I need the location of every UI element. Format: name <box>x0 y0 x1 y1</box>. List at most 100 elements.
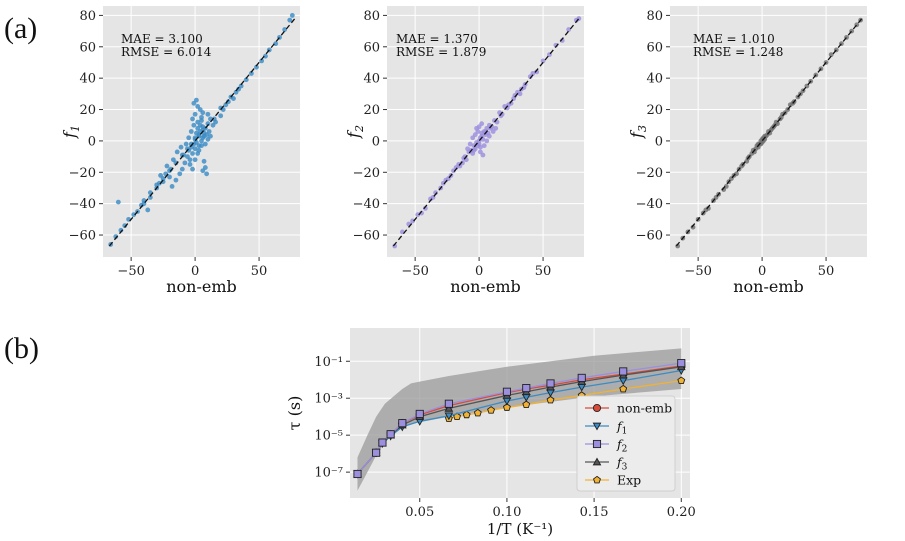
legend-label: f3 <box>616 455 628 473</box>
scatter-point <box>231 96 236 101</box>
y-tick-label: −20 <box>69 166 96 181</box>
x-axis-label: non-emb <box>166 277 237 296</box>
scatter-point <box>206 129 212 134</box>
scatter-point <box>480 152 486 158</box>
scatter-point <box>287 17 293 23</box>
scatter-point <box>205 111 211 117</box>
scatter-point <box>419 210 424 216</box>
data-point <box>592 403 602 413</box>
y-tick-label: 0 <box>372 134 380 149</box>
scatter-point <box>460 160 465 166</box>
data-point <box>619 384 628 393</box>
scatter-point <box>415 212 421 218</box>
scatter-point <box>282 27 288 32</box>
scatter-point <box>174 149 180 155</box>
scatter-point <box>213 119 218 125</box>
scatter-point <box>115 199 121 205</box>
scatter-point <box>199 118 204 123</box>
identity-line <box>108 18 296 247</box>
scatter-point <box>164 163 170 169</box>
scatter-point <box>273 41 279 47</box>
scatter-point <box>471 147 477 153</box>
scatter-point <box>187 162 193 167</box>
scatter-point <box>191 122 197 128</box>
panel-label-a: (a) <box>4 12 37 45</box>
scatter-point <box>773 119 779 125</box>
scatter-point <box>218 113 224 119</box>
data-point <box>444 399 453 408</box>
identity-line <box>392 18 580 247</box>
scatter-point <box>145 207 151 213</box>
y-tick-label: 20 <box>79 103 96 118</box>
data-point <box>444 412 454 421</box>
x-axis-label: 1/T (K⁻¹) <box>487 520 553 538</box>
mae-annotation: MAE = 1.010 <box>693 32 775 46</box>
y-axis-label: f2 <box>344 125 366 139</box>
y-tick-label: 0 <box>655 134 663 149</box>
data-point <box>677 376 686 385</box>
x-tick-label: −50 <box>117 264 144 279</box>
scatter-point <box>122 223 128 229</box>
scatter-point <box>553 42 559 48</box>
scatter-point <box>192 111 198 117</box>
scatter-point <box>190 151 195 156</box>
tau-panel: 0.05 0.10 0.15 0.20 10⁻⁷ 10⁻⁵ 10⁻³ 10⁻¹ non-emb f… <box>285 328 696 538</box>
y-tick-label: 0 <box>88 134 96 149</box>
scatter-point <box>138 202 144 208</box>
scatter-point <box>158 173 163 178</box>
scatter-point <box>465 146 470 152</box>
scatter-point <box>477 144 483 150</box>
scatter-point <box>484 138 490 144</box>
mae-annotation: MAE = 3.100 <box>121 32 203 46</box>
scatter-point <box>192 146 198 152</box>
scatter-point <box>530 71 536 76</box>
y-tick-label: −40 <box>353 197 380 212</box>
y-tick-label: −60 <box>636 229 663 244</box>
rmse-annotation: RMSE = 1.248 <box>693 45 783 59</box>
x-tick-label: −50 <box>684 264 711 279</box>
rmse-annotation: RMSE = 6.014 <box>121 45 212 59</box>
y-tick-label: 20 <box>363 103 380 118</box>
scatter-point <box>186 135 192 141</box>
scatter-point <box>734 171 739 177</box>
scatter-point <box>410 218 415 224</box>
scatter-point <box>183 141 189 147</box>
data-point <box>592 422 602 431</box>
data-point <box>502 403 511 411</box>
scatter-point <box>433 190 439 196</box>
legend-label: f1 <box>616 419 627 437</box>
y-tick-label: −60 <box>69 229 96 244</box>
legend-label: Exp <box>617 473 641 488</box>
scatter-point <box>168 166 174 172</box>
scatter-point <box>200 168 206 174</box>
legend-label: f2 <box>616 437 627 455</box>
scatter-point <box>156 180 162 186</box>
y-tick-label: 80 <box>79 9 96 24</box>
data-point <box>546 395 555 404</box>
scatter-point <box>204 171 210 177</box>
scatter-point <box>254 64 259 70</box>
y-tick-label: −40 <box>636 197 663 212</box>
x-tick-label: 50 <box>251 264 268 279</box>
scatter-point <box>187 157 193 163</box>
scatter-point <box>193 97 199 103</box>
scatter-point <box>238 83 244 89</box>
scatter-point <box>202 141 208 147</box>
panel-label-b: (b) <box>4 332 39 365</box>
scatter-point <box>199 143 204 149</box>
scatter-point <box>196 147 202 153</box>
x-axis-label: non-emb <box>733 277 804 296</box>
legend-label: non-emb <box>617 401 672 416</box>
scatter-point <box>456 162 462 167</box>
scatter-point <box>169 184 175 189</box>
y-tick-label: 60 <box>646 40 663 55</box>
y-tick-label: 80 <box>646 9 663 24</box>
y-tick-label: −40 <box>69 197 96 212</box>
scatter-point <box>566 27 572 32</box>
data-point <box>378 438 387 447</box>
y-tick-label: 10⁻³ <box>314 392 343 407</box>
data-point <box>522 400 531 409</box>
scatter-point <box>160 179 166 185</box>
scatter-point <box>467 141 473 147</box>
scatter-point <box>760 138 766 144</box>
